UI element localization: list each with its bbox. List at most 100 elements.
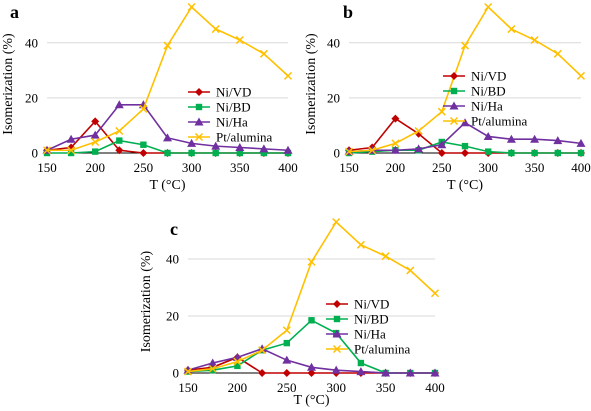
legend-item: Ni/VD: [443, 69, 506, 84]
x-marker-stroke: [344, 147, 354, 156]
data-point: [530, 36, 539, 45]
legend-swatch-marker: [449, 101, 459, 110]
x-marker-stroke: [139, 104, 148, 113]
x-marker-stroke: [91, 137, 100, 147]
x-marker-stroke: [332, 344, 342, 354]
data-point: [461, 142, 469, 150]
legend-swatch-marker: [450, 72, 458, 80]
data-point: [357, 359, 365, 367]
x-marker-stroke: [208, 364, 217, 373]
legend-item: Ni/BD: [326, 312, 389, 327]
legend-item: Pt/alumina: [188, 130, 273, 145]
data-point: [484, 2, 493, 12]
legend-swatch-marker: [194, 117, 204, 126]
data-point: [114, 100, 124, 109]
data-point: [356, 240, 365, 249]
legend-item: Ni/BD: [188, 100, 251, 115]
x-marker-stroke: [576, 71, 586, 80]
series-pt-alumina: [42, 2, 293, 155]
x-marker-stroke: [391, 139, 400, 148]
data-point: [307, 369, 316, 377]
data-point: [391, 114, 400, 123]
series-pt-alumina: [344, 2, 586, 156]
x-marker-stroke: [282, 326, 291, 335]
x-marker-stroke: [437, 107, 446, 116]
data-point: [91, 137, 100, 147]
legend-item: Ni/BD: [443, 84, 506, 99]
legend-label: Ni/BD: [471, 84, 506, 99]
data-point: [188, 149, 195, 157]
legend-label: Pt/alumina: [354, 342, 411, 357]
data-point: [163, 133, 172, 142]
data-point: [233, 357, 242, 366]
data-point: [209, 366, 216, 374]
data-point: [115, 126, 124, 135]
legend-label: Ni/BD: [354, 312, 389, 327]
y-tick-label: 20: [25, 90, 38, 105]
legend-label: Ni/Ha: [216, 115, 248, 130]
x-marker-stroke: [530, 36, 539, 45]
data-point: [391, 139, 400, 148]
data-point: [530, 134, 540, 143]
legend-swatch-marker: [332, 329, 342, 338]
chart-panel-c: c 0 20 40 150 200 250 300 350 400 T (°C) Isomerizat…: [139, 217, 445, 408]
chart-panel-a: a 0 20 40 150 200 250 300 350 400 T (°C) Isomerizat…: [1, 2, 298, 193]
x-marker-stroke: [381, 252, 390, 261]
data-point: [405, 368, 415, 377]
x-marker-stroke: [211, 25, 220, 34]
data-point: [208, 358, 218, 367]
x-marker-stroke: [553, 49, 562, 58]
data-point: [576, 71, 586, 80]
x-marker-stroke: [307, 257, 316, 266]
x-marker-stroke: [42, 146, 52, 155]
legend-item: Ni/VD: [188, 85, 251, 100]
data-point: [381, 368, 391, 377]
x-axis-title: T (°C): [149, 178, 185, 193]
x-tick-label: 350: [230, 160, 250, 175]
legend-label: Ni/VD: [471, 69, 506, 84]
x-tick-label: 400: [278, 160, 298, 175]
y-axis-title: Isomerization (%): [139, 250, 154, 352]
data-point: [308, 317, 315, 324]
y-tick-label: 40: [25, 35, 38, 50]
legend-item: Pt/alumina: [326, 342, 411, 357]
y-tick-label: 0: [173, 366, 180, 381]
panel-label: a: [10, 2, 19, 22]
x-tick-label: 150: [339, 160, 359, 175]
data-point: [67, 149, 75, 157]
x-tick-label: 200: [386, 160, 406, 175]
legend-item: Ni/VD: [326, 297, 389, 312]
y-axis-title: Isomerization (%): [1, 33, 16, 135]
x-marker-stroke: [67, 146, 76, 155]
legend-label: Ni/Ha: [354, 327, 386, 342]
data-point: [139, 104, 148, 113]
data-point: [164, 149, 171, 157]
data-point: [437, 149, 446, 157]
data-point: [91, 117, 100, 126]
data-point: [211, 25, 220, 34]
data-point: [483, 131, 493, 140]
data-point: [553, 136, 563, 145]
data-point: [235, 142, 245, 151]
data-point: [259, 144, 269, 153]
data-point: [211, 141, 221, 150]
data-point: [92, 148, 99, 155]
legend-swatch-marker: [450, 87, 458, 95]
data-point: [406, 266, 415, 275]
x-marker-stroke: [115, 126, 124, 135]
legend-swatch-marker: [332, 344, 342, 354]
data-point: [283, 145, 293, 154]
data-point: [356, 367, 366, 376]
data-point: [437, 140, 447, 149]
x-tick-label: 300: [182, 160, 202, 175]
data-point: [259, 49, 268, 58]
data-point: [430, 289, 440, 298]
data-point: [307, 362, 316, 371]
x-tick-label: 300: [326, 380, 346, 395]
chart-panel-b: b 0 20 40 150 200 250 300 350 400 T (°C) Isomerizat…: [304, 2, 591, 193]
x-marker-stroke: [283, 71, 293, 80]
x-marker-stroke: [507, 25, 516, 34]
data-point: [236, 149, 243, 157]
x-marker-stroke: [194, 132, 204, 142]
